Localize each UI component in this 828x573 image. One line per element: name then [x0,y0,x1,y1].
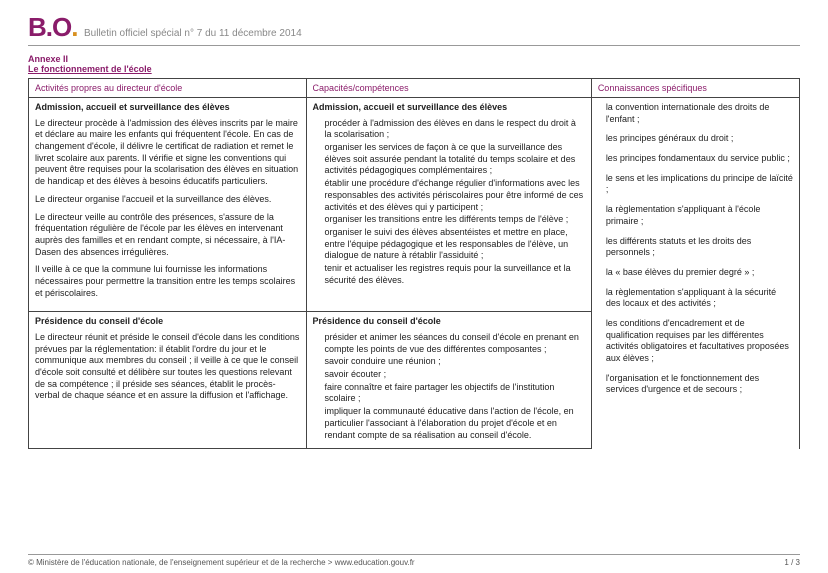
knowledge-item: la règlementation s'appliquant à la sécu… [598,287,793,310]
section-title: Admission, accueil et surveillance des é… [313,102,585,114]
logo-dot: . [71,12,77,42]
logo-text: B.O [28,12,71,42]
bullet: établir une procédure d'échange régulier… [325,178,585,213]
bullet: organiser les transitions entre les diff… [325,214,585,226]
knowledge-item: la convention internationale des droits … [598,102,793,125]
annexe-line1: Annexe II [28,54,800,64]
bullet: savoir écouter ; [325,369,585,381]
header-col1: Activités propres au directeur d'école [29,79,307,98]
row-admission: Admission, accueil et surveillance des é… [29,98,800,312]
bullet: tenir et actualiser les registres requis… [325,263,585,286]
header-col2: Capacités/compétences [306,79,591,98]
bullet-list: procéder à l'admission des élèves en dan… [313,118,585,287]
bulletin-title: Bulletin officiel spécial n° 7 du 11 déc… [84,28,302,39]
knowledge-item: les conditions d'encadrement et de quali… [598,318,793,365]
knowledge-item: la « base élèves du premier degré » ; [598,267,793,279]
section-title: Présidence du conseil d'école [313,316,585,328]
para: Le directeur organise l'accueil et la su… [35,194,300,206]
annexe-heading: Annexe II Le fonctionnement de l'école [28,54,800,74]
cell-admission-mid: Admission, accueil et surveillance des é… [306,98,591,312]
logo: B.O. [28,12,77,43]
section-title: Admission, accueil et surveillance des é… [35,102,300,114]
header-col3: Connaissances spécifiques [591,79,799,98]
footer-page-number: 1 / 3 [784,558,800,567]
annexe-line2: Le fonctionnement de l'école [28,64,800,74]
knowledge-item: les principes généraux du droit ; [598,133,793,145]
footer-copyright: © Ministère de l'éducation nationale, de… [28,558,415,567]
footer: © Ministère de l'éducation nationale, de… [28,554,800,567]
cell-knowledge: la convention internationale des droits … [591,98,799,449]
bullet: organiser les services de façon à ce que… [325,142,585,177]
knowledge-item: le sens et les implications du principe … [598,173,793,196]
knowledge-item: la règlementation s'appliquant à l'école… [598,204,793,227]
knowledge-item: l'organisation et le fonctionnement des … [598,373,793,396]
cell-presidence-mid: Présidence du conseil d'école présider e… [306,312,591,449]
cell-admission-left: Admission, accueil et surveillance des é… [29,98,307,312]
main-table: Activités propres au directeur d'école C… [28,78,800,449]
section-title: Présidence du conseil d'école [35,316,300,328]
bullet: faire connaître et faire partager les ob… [325,382,585,405]
knowledge-item: les différents statuts et les droits des… [598,236,793,259]
knowledge-list: la convention internationale des droits … [598,102,793,396]
para: Le directeur veille au contrôle des prés… [35,212,300,259]
table-header-row: Activités propres au directeur d'école C… [29,79,800,98]
bullet: procéder à l'admission des élèves en dan… [325,118,585,141]
para: Il veille à ce que la commune lui fourni… [35,264,300,299]
bullet: organiser le suivi des élèves absentéist… [325,227,585,262]
bullet-list: présider et animer les séances du consei… [313,332,585,441]
cell-presidence-left: Présidence du conseil d'école Le directe… [29,312,307,449]
masthead: B.O. Bulletin officiel spécial n° 7 du 1… [28,12,800,46]
bullet: présider et animer les séances du consei… [325,332,585,355]
para: Le directeur réunit et préside le consei… [35,332,300,402]
bullet: savoir conduire une réunion ; [325,356,585,368]
bullet: impliquer la communauté éducative dans l… [325,406,585,441]
para: Le directeur procède à l'admission des é… [35,118,300,188]
knowledge-item: les principes fondamentaux du service pu… [598,153,793,165]
